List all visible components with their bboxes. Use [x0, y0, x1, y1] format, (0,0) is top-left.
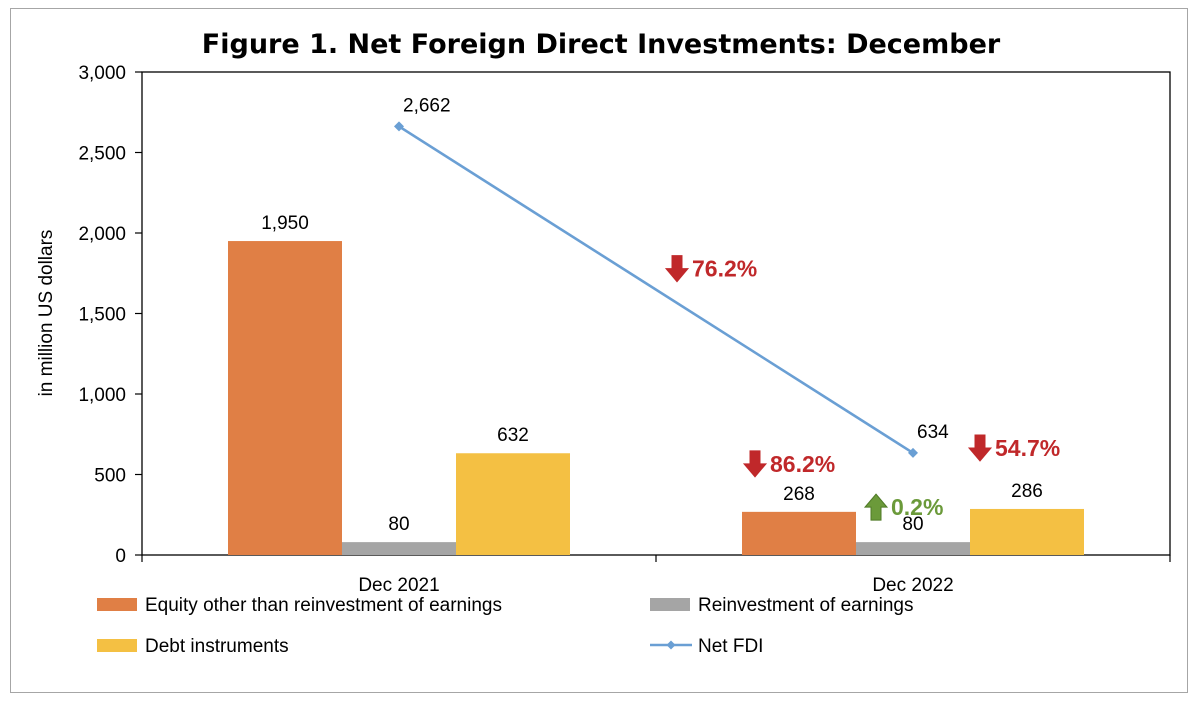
legend: Equity other than reinvestment of earnin… — [97, 595, 913, 657]
data-label: 80 — [388, 514, 409, 535]
bar — [970, 508, 1084, 555]
bars: 1,950 80 632 268 80 286 — [228, 213, 1084, 556]
data-label: 268 — [783, 484, 815, 505]
y-tick-label: 2,500 — [78, 144, 126, 165]
bar — [856, 542, 970, 555]
y-tick-label: 500 — [94, 466, 126, 487]
percent-change-label: 0.2% — [891, 494, 943, 520]
legend-label: Equity other than reinvestment of earnin… — [145, 595, 502, 616]
bar — [342, 542, 456, 555]
legend-label: Debt instruments — [145, 636, 289, 657]
percent-change-label: 54.7% — [995, 435, 1060, 461]
legend-swatch — [97, 598, 137, 611]
percent-change-label: 76.2% — [692, 256, 757, 282]
net-fdi-point — [394, 121, 404, 132]
data-label: 286 — [1011, 481, 1043, 502]
bar — [742, 511, 856, 555]
data-label: 1,950 — [261, 213, 309, 234]
y-tick-label: 1,500 — [78, 305, 126, 326]
arrow-up-icon — [863, 493, 889, 521]
data-label: 634 — [917, 422, 949, 443]
x-axis-ticks: Dec 2021 Dec 2022 — [141, 555, 1171, 596]
data-label: 632 — [497, 425, 529, 446]
y-tick-label: 1,000 — [78, 385, 126, 406]
net-fdi-line: 2,662 634 — [394, 95, 949, 458]
arrow-down-icon — [664, 255, 690, 283]
x-tick-label: Dec 2021 — [358, 575, 439, 596]
net-fdi-line-path — [398, 125, 914, 455]
y-tick-label: 0 — [115, 546, 126, 567]
arrow-down-icon — [742, 450, 768, 478]
x-tick-label: Dec 2022 — [872, 575, 953, 596]
chart-title: Figure 1. Net Foreign Direct Investments… — [202, 29, 1001, 60]
percent-change-label: 86.2% — [770, 451, 835, 477]
y-axis-label: in million US dollars — [36, 230, 57, 397]
bar — [456, 453, 570, 555]
y-axis-ticks: 0 500 1,000 1,500 2,000 2,500 3,000 — [78, 63, 142, 567]
net-fdi-point — [908, 447, 918, 458]
annotations: 76.2% 86.2% 0.2% 54.7% — [664, 255, 1060, 521]
legend-swatch — [650, 598, 690, 611]
legend-label: Reinvestment of earnings — [698, 595, 913, 616]
bar — [228, 241, 342, 556]
legend-marker — [666, 640, 676, 650]
y-tick-label: 3,000 — [78, 63, 126, 84]
legend-swatch — [97, 639, 137, 652]
chart-frame — [10, 8, 1188, 693]
legend-label: Net FDI — [698, 636, 763, 657]
data-label: 80 — [902, 514, 923, 535]
y-tick-label: 2,000 — [78, 224, 126, 245]
data-label: 2,662 — [403, 95, 451, 116]
arrow-down-icon — [967, 434, 993, 462]
